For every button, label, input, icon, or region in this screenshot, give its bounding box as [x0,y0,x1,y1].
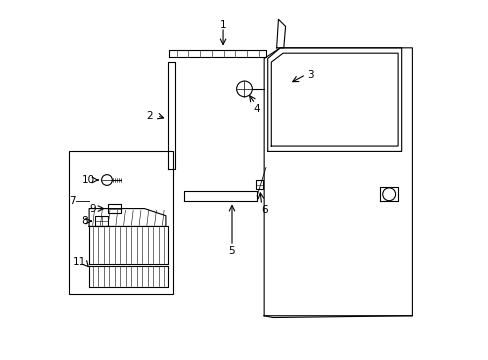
Text: 10: 10 [81,175,94,185]
Text: 11: 11 [73,257,86,267]
Bar [256,180,263,189]
Text: 2: 2 [146,111,153,121]
Text: 5: 5 [228,247,235,256]
Text: 8: 8 [81,216,88,226]
Bar [95,216,108,226]
Text: 7: 7 [69,197,76,206]
Text: 3: 3 [306,69,313,80]
Bar [69,152,173,294]
Text: 1: 1 [219,19,226,30]
Text: 9: 9 [89,203,96,213]
Bar [107,204,121,213]
Text: 6: 6 [260,205,267,215]
Text: 4: 4 [253,104,260,113]
